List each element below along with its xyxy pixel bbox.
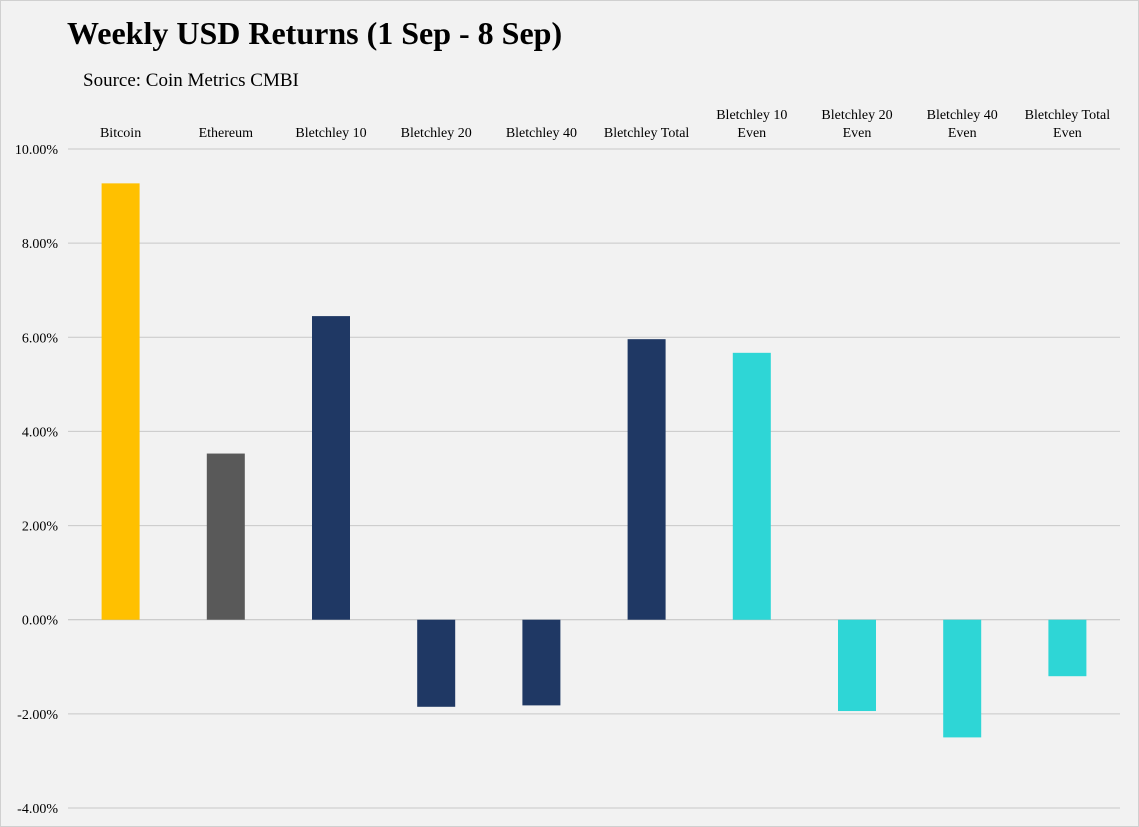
bar xyxy=(206,453,245,620)
category-label: Bletchley Total xyxy=(1025,108,1111,123)
category-label: Bletchley 20 xyxy=(401,126,472,141)
category-label: Bletchley 40 xyxy=(506,126,577,141)
y-tick-label: 8.00% xyxy=(22,237,59,252)
bar xyxy=(732,352,771,620)
category-label: Ethereum xyxy=(199,126,254,141)
category-label: Even xyxy=(1053,126,1082,141)
chart-title: Weekly USD Returns (1 Sep - 8 Sep) xyxy=(67,15,563,51)
bar xyxy=(943,619,982,738)
y-tick-label: 6.00% xyxy=(22,331,59,346)
y-tick-label: -2.00% xyxy=(17,708,58,723)
category-label: Bletchley Total xyxy=(604,126,690,141)
category-label: Bitcoin xyxy=(100,126,141,141)
category-label: Bletchley 20 xyxy=(821,108,892,123)
category-label: Bletchley 40 xyxy=(927,108,998,123)
y-tick-label: 4.00% xyxy=(22,425,59,440)
y-tick-label: -4.00% xyxy=(17,802,58,817)
chart-source: Source: Coin Metrics CMBI xyxy=(83,70,299,91)
category-label: Bletchley 10 xyxy=(716,108,787,123)
category-label: Even xyxy=(737,126,766,141)
category-label: Bletchley 10 xyxy=(295,126,366,141)
bar xyxy=(101,183,140,620)
bar xyxy=(627,339,666,620)
y-tick-label: 0.00% xyxy=(22,614,59,629)
category-label: Even xyxy=(843,126,872,141)
bar xyxy=(522,619,561,706)
y-tick-label: 10.00% xyxy=(15,143,59,158)
bar xyxy=(1048,619,1087,677)
category-label: Even xyxy=(948,126,977,141)
bar xyxy=(838,619,876,712)
bar xyxy=(312,316,350,620)
y-tick-label: 2.00% xyxy=(22,520,59,535)
bar xyxy=(417,619,456,707)
